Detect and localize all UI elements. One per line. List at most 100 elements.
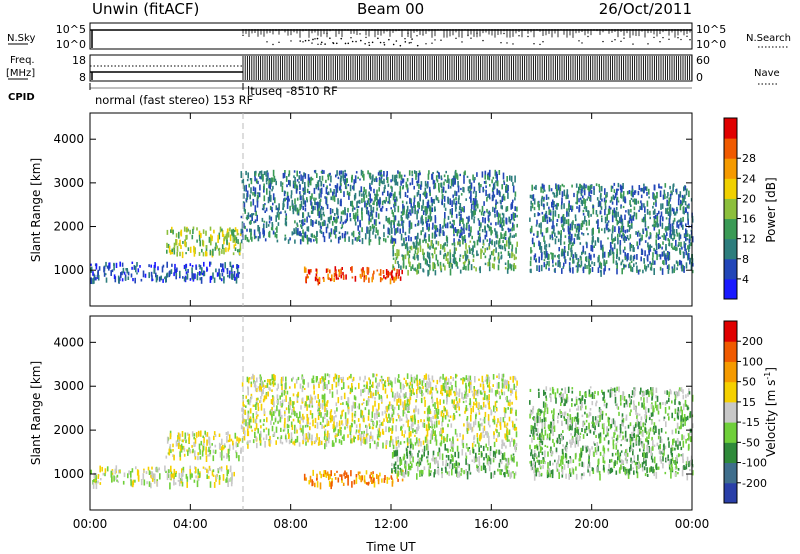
scatter-cell xyxy=(426,223,428,230)
scatter-cell xyxy=(349,213,351,218)
scatter-cell xyxy=(530,256,532,261)
scatter-cell xyxy=(333,189,335,195)
scatter-cell xyxy=(475,412,478,416)
scatter-cell xyxy=(344,236,346,242)
scatter-cell xyxy=(392,193,395,201)
scatter-cell xyxy=(506,206,509,212)
scatter-cell xyxy=(613,189,616,193)
scatter-cell xyxy=(311,413,314,419)
scatter-cell xyxy=(529,260,532,267)
scatter-cell xyxy=(434,402,436,409)
scatter-cell xyxy=(95,474,97,480)
scatter-cell xyxy=(441,194,444,200)
scatter-cell xyxy=(425,388,428,393)
scatter-cell xyxy=(431,396,433,400)
scatter-cell xyxy=(372,420,374,425)
nsearch-tick-bottom: 10^0 xyxy=(696,38,726,51)
scatter-cell xyxy=(347,385,350,389)
scatter-cell xyxy=(567,251,569,256)
nsearch-dot xyxy=(527,35,529,38)
scatter-cell xyxy=(378,420,381,423)
scatter-cell xyxy=(630,223,633,227)
scatter-cell xyxy=(665,244,667,250)
scatter-cell xyxy=(360,433,362,438)
scatter-cell xyxy=(427,173,430,180)
scatter-cell xyxy=(556,219,559,222)
scatter-cell xyxy=(609,229,611,232)
scatter-cell xyxy=(262,174,264,180)
scatter-cell xyxy=(334,266,337,272)
scatter-cell xyxy=(335,437,337,443)
scatter-cell xyxy=(235,237,238,244)
scatter-cell xyxy=(497,434,499,438)
scatter-cell xyxy=(443,405,445,412)
scatter-cell xyxy=(558,254,560,260)
scatter-cell xyxy=(342,382,345,389)
scatter-cell xyxy=(265,427,268,430)
scatter-cell xyxy=(208,475,210,479)
scatter-cell xyxy=(300,174,302,181)
scatter-cell xyxy=(315,197,317,200)
scatter-cell xyxy=(456,374,458,377)
scatter-cell xyxy=(111,472,114,475)
scatter-cell xyxy=(433,247,436,255)
scatter-cell xyxy=(508,241,511,246)
scatter-cell xyxy=(444,207,447,211)
scatter-cell xyxy=(544,213,547,219)
scatter-cell xyxy=(646,200,649,207)
scatter-cell xyxy=(611,233,613,241)
scatter-cell xyxy=(434,228,437,235)
scatter-cell xyxy=(493,405,495,412)
scatter-cell xyxy=(417,176,420,184)
scatter-cell xyxy=(455,228,457,233)
scatter-cell xyxy=(630,265,632,272)
scatter-cell xyxy=(356,201,358,209)
scatter-cell xyxy=(253,375,255,380)
scatter-cell xyxy=(403,401,406,406)
scatter-cell xyxy=(360,389,362,397)
scatter-cell xyxy=(545,244,548,248)
scatter-cell xyxy=(155,467,157,472)
scatter-cell xyxy=(470,209,473,213)
scatter-cell xyxy=(367,198,370,204)
scatter-cell xyxy=(403,237,405,242)
scatter-cell xyxy=(308,191,311,194)
scatter-cell xyxy=(383,274,385,279)
scatter-cell xyxy=(509,253,511,259)
scatter-cell xyxy=(424,258,427,265)
scatter-cell xyxy=(303,192,305,195)
nsearch-dot xyxy=(347,42,350,45)
scatter-cell xyxy=(597,237,599,242)
scatter-cell xyxy=(319,188,322,194)
scatter-cell xyxy=(177,432,180,439)
scatter-cell xyxy=(653,216,655,219)
scatter-cell xyxy=(536,230,539,236)
scatter-cell xyxy=(378,221,381,225)
scatter-cell xyxy=(438,183,440,190)
scatter-cell xyxy=(546,202,549,206)
scatter-cell xyxy=(290,190,293,195)
scatter-cell xyxy=(95,277,97,281)
scatter-cell xyxy=(422,199,424,206)
scatter-cell xyxy=(286,196,289,199)
scatter-cell xyxy=(442,186,445,193)
scatter-cell xyxy=(622,194,625,198)
scatter-cell xyxy=(445,170,447,174)
scatter-cell xyxy=(391,220,393,223)
scatter-cell xyxy=(259,389,261,393)
scatter-cell xyxy=(387,227,390,235)
scatter-cell xyxy=(463,178,465,184)
scatter-cell xyxy=(422,206,424,209)
scatter-cell xyxy=(464,239,467,243)
scatter-cell xyxy=(252,413,254,419)
scatter-cell xyxy=(340,200,342,207)
scatter-cell xyxy=(400,426,402,431)
scatter-cell xyxy=(667,254,670,261)
scatter-cell xyxy=(381,378,383,384)
scatter-cell xyxy=(90,277,92,284)
scatter-cell xyxy=(250,201,252,207)
scatter-cell xyxy=(470,203,473,209)
scatter-cell xyxy=(475,198,477,203)
scatter-cell xyxy=(424,400,426,407)
scatter-cell xyxy=(484,379,487,382)
